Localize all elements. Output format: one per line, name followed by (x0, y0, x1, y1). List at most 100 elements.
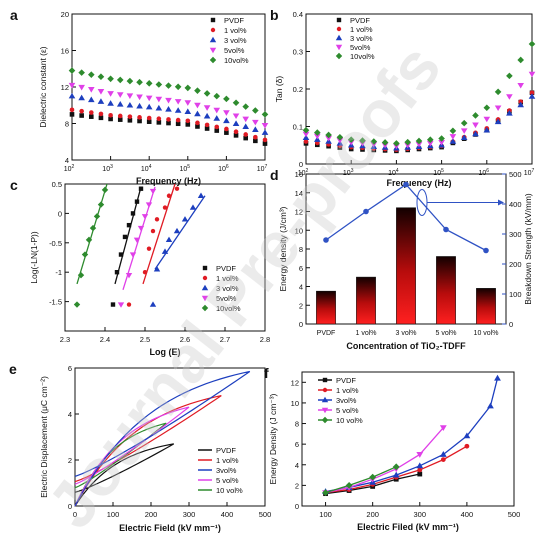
data-point (224, 126, 229, 132)
data-point (203, 105, 211, 111)
data-point (78, 94, 85, 101)
legend-marker (209, 56, 217, 64)
data-point (166, 117, 171, 122)
data-point (404, 142, 411, 149)
data-point (494, 374, 501, 381)
data-point (252, 119, 259, 126)
y-tick-label: 4 (65, 156, 69, 165)
data-point (156, 120, 162, 125)
data-point (393, 140, 400, 147)
data-point (359, 137, 366, 144)
data-point (78, 69, 85, 76)
data-point (195, 120, 200, 126)
panel-b: 102 103 104 105 106 107 0 0.1 0.2 0.3 0.4 Frequency… (270, 7, 536, 188)
data-point (314, 129, 321, 136)
data-point (438, 135, 445, 142)
legend-marker (201, 304, 209, 312)
x-tick-label: 400 (221, 510, 234, 519)
y-right-tick-label: 0 (509, 320, 513, 329)
x-tick-label: 2.5 (140, 335, 150, 344)
data-point (197, 192, 205, 198)
data-point (149, 301, 157, 307)
data-point (314, 133, 321, 140)
data-point (114, 270, 120, 275)
x-tick-label: 2.4 (100, 335, 110, 344)
data-point (214, 124, 220, 130)
x-axis-label: Electric Filed (kV mm⁻¹) (357, 522, 459, 532)
legend-label: 10vol% (216, 304, 241, 313)
x-tick-label: 103 (343, 168, 354, 177)
legend-label: 3 vol% (216, 284, 239, 293)
plot-frame (74, 367, 266, 507)
x-tick-label: 300 (183, 510, 196, 519)
x-tick-label: 103 (102, 164, 113, 173)
data-point (165, 106, 172, 112)
legend-label: 5vol% (224, 46, 245, 55)
data-point (189, 204, 197, 210)
x-axis-label: Frequency (Hz) (386, 178, 451, 188)
x-tick-label: 2.3 (60, 335, 70, 344)
y-tick-label: 0 (295, 502, 299, 511)
data-point (262, 141, 268, 146)
data-point (528, 93, 536, 99)
y-tick-label: 8 (299, 245, 303, 254)
data-point (204, 122, 210, 128)
data-point (223, 95, 230, 103)
legend-marker (210, 27, 216, 33)
data-point (136, 78, 143, 86)
x-tick-label: 200 (145, 510, 158, 519)
legend-label: 1 vol% (216, 274, 239, 283)
data-point (107, 91, 114, 97)
x-tick-label: 104 (141, 164, 152, 173)
x-axis-label: Electric Field (kV mm⁻¹) (119, 523, 221, 533)
y-tick-label: 4 (68, 410, 72, 419)
y-tick-label: 12 (295, 208, 303, 217)
data-point (404, 138, 411, 146)
data-point (483, 116, 491, 123)
data-point (118, 252, 124, 257)
data-point (232, 99, 240, 107)
hysteresis-loop (74, 406, 190, 507)
y-tick-label: 6 (68, 364, 72, 373)
legend-marker (202, 275, 208, 281)
data-point (145, 103, 153, 110)
data-point (68, 67, 76, 74)
data-point (146, 119, 152, 124)
y-axis-label: Tan (δ) (274, 76, 284, 103)
data-point (392, 471, 400, 478)
y-axis-label: Electric Displacement (μC cm⁻²) (39, 376, 49, 498)
y-right-tick-label: 400 (509, 200, 522, 209)
x-axis-label: Concentration of TiO₂-TDFF (346, 341, 466, 351)
panel-e: 0 100 200 300 400 500 0 2 4 6 Electric Field (kV m… (9, 361, 271, 533)
data-point (325, 135, 332, 142)
data-point (89, 110, 94, 115)
data-point (155, 96, 163, 103)
energy-density-bar (396, 207, 416, 325)
x-tick-label: 1 vol% (355, 330, 376, 337)
data-point (68, 92, 76, 99)
y-tick-label: 0 (299, 320, 303, 329)
legend-marker (209, 36, 217, 43)
y-tick-label: 20 (61, 10, 69, 19)
energy-density-line (325, 427, 444, 494)
data-point (155, 104, 163, 111)
data-point (464, 443, 470, 449)
x-tick-label: 2.6 (180, 335, 190, 344)
x-axis-label: Log (E) (150, 347, 181, 357)
y-tick-label: 6 (299, 264, 303, 273)
legend-marker (209, 47, 217, 54)
data-point (415, 141, 423, 148)
y-tick-label: -0.5 (49, 239, 62, 248)
y-tick-label: 4 (295, 461, 299, 470)
data-point (472, 112, 479, 119)
data-point (325, 131, 332, 139)
legend-marker (210, 17, 216, 23)
data-point (517, 82, 524, 89)
data-point (165, 97, 172, 104)
data-point (242, 123, 249, 129)
data-point (98, 115, 104, 121)
data-point (528, 71, 536, 78)
data-point (213, 107, 221, 114)
breakdown-strength-point (323, 237, 329, 243)
